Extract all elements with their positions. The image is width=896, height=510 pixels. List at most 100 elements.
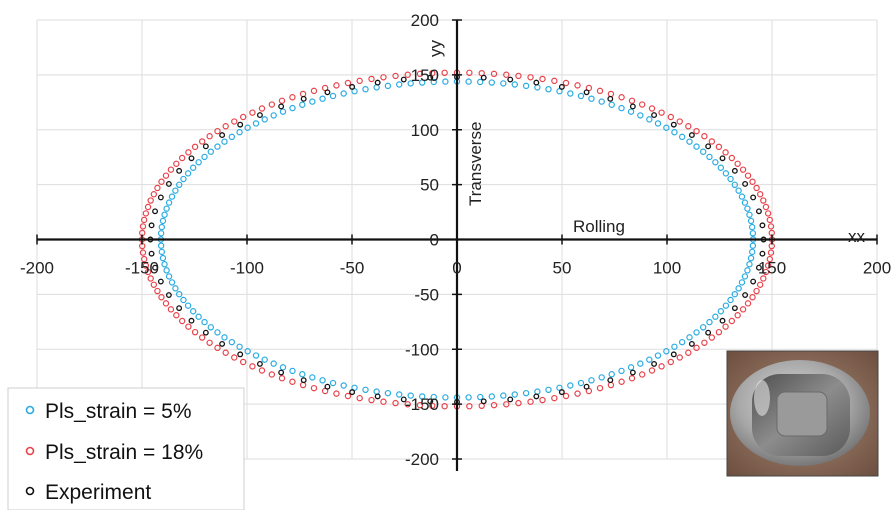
point-s2-48 — [300, 377, 307, 384]
point-s0-11 — [722, 170, 730, 177]
point-s1-141 — [685, 349, 692, 356]
point-s1-129 — [562, 392, 570, 400]
point-s2-65 — [705, 329, 712, 336]
point-s2-20 — [400, 76, 407, 83]
point-s1-27 — [607, 90, 615, 98]
point-s0-98 — [228, 338, 236, 346]
point-s0-154 — [741, 273, 749, 280]
point-s1-157 — [766, 255, 774, 263]
point-s1-6 — [760, 197, 767, 204]
point-s0-66 — [201, 153, 208, 161]
point-s2-12 — [607, 95, 614, 102]
point-s1-11 — [739, 166, 747, 173]
point-s0-146 — [706, 318, 713, 326]
point-s0-88 — [172, 285, 179, 292]
point-s1-156 — [764, 262, 772, 269]
legend-label-pls-18: Pls_strain = 18% — [45, 441, 203, 464]
point-s1-36 — [503, 71, 510, 78]
point-s2-47 — [278, 369, 285, 376]
point-s1-86 — [147, 275, 154, 282]
point-s0-105 — [289, 367, 296, 375]
point-s0-19 — [671, 129, 678, 136]
point-s2-1 — [759, 222, 766, 229]
point-s2-2 — [755, 208, 762, 215]
point-s1-150 — [744, 300, 752, 307]
point-s2-49 — [324, 383, 331, 390]
point-s1-98 — [214, 344, 221, 352]
point-s2-3 — [750, 194, 757, 201]
point-s1-53 — [299, 90, 307, 98]
point-s1-55 — [278, 97, 286, 104]
point-s1-127 — [539, 396, 546, 404]
point-s1-15 — [715, 143, 723, 151]
point-s1-48 — [356, 77, 363, 85]
point-s1-96 — [198, 334, 206, 341]
point-s1-68 — [173, 160, 180, 167]
point-s1-41 — [441, 69, 448, 77]
point-s0-44 — [407, 80, 414, 87]
point-s1-144 — [708, 334, 716, 341]
point-s1-116 — [404, 401, 411, 408]
point-s1-134 — [618, 378, 625, 385]
point-s0-29 — [577, 92, 585, 100]
point-s0-45 — [396, 81, 403, 88]
point-s1-16 — [708, 138, 716, 145]
point-s1-3 — [766, 216, 774, 224]
point-s1-49 — [344, 79, 352, 87]
point-s0-25 — [618, 104, 625, 112]
point-s0-5 — [744, 205, 751, 212]
tick-labels: -200 -150 -100 -50 0 50 100 150 200 -200 -150 -100 -… — [20, 11, 891, 469]
point-s1-22 — [658, 109, 665, 116]
point-s1-93 — [178, 317, 186, 325]
data-series — [138, 69, 776, 410]
point-s0-68 — [189, 164, 197, 171]
point-s2-40 — [165, 292, 172, 298]
point-s0-9 — [731, 181, 739, 188]
y-axis-label: yy — [426, 40, 445, 58]
point-s0-10 — [727, 175, 734, 183]
point-s0-136 — [627, 364, 635, 371]
point-s1-8 — [753, 184, 760, 192]
point-s2-55 — [480, 398, 487, 405]
point-s1-44 — [404, 71, 411, 78]
point-s1-14 — [722, 149, 729, 156]
point-s0-133 — [598, 374, 605, 381]
point-s1-99 — [222, 349, 229, 356]
point-s2-23 — [324, 89, 331, 96]
point-s0-121 — [465, 394, 472, 401]
point-s1-117 — [416, 401, 424, 409]
point-s0-123 — [488, 393, 495, 400]
point-s1-39 — [466, 69, 473, 77]
point-s0-78 — [158, 223, 166, 231]
point-s2-50 — [349, 389, 356, 396]
point-s1-21 — [667, 113, 675, 121]
point-s1-139 — [667, 358, 675, 366]
point-s1-30 — [574, 82, 581, 89]
point-s0-101 — [252, 352, 260, 359]
point-s0-85 — [163, 267, 170, 274]
point-s0-140 — [663, 348, 670, 355]
point-s0-53 — [309, 98, 316, 105]
point-s2-4 — [742, 180, 749, 187]
rolling-annotation: Rolling — [573, 217, 625, 236]
point-s0-83 — [159, 254, 167, 262]
point-s2-15 — [533, 79, 540, 86]
point-s0-86 — [165, 273, 173, 280]
point-s0-72 — [172, 187, 179, 194]
point-s0-24 — [627, 108, 635, 115]
point-s2-9 — [670, 121, 677, 128]
point-s1-135 — [628, 375, 636, 382]
point-s2-13 — [583, 89, 590, 96]
point-s1-70 — [162, 172, 170, 179]
point-s1-17 — [701, 133, 708, 140]
point-s0-64 — [214, 143, 221, 150]
point-s0-106 — [299, 371, 306, 378]
point-s1-148 — [734, 312, 741, 319]
point-s1-121 — [466, 402, 473, 410]
point-s1-88 — [154, 287, 161, 295]
point-s1-155 — [762, 268, 770, 276]
point-s1-20 — [676, 118, 683, 125]
point-s2-31 — [176, 167, 183, 174]
point-s0-93 — [195, 313, 202, 320]
point-s1-56 — [268, 101, 276, 108]
